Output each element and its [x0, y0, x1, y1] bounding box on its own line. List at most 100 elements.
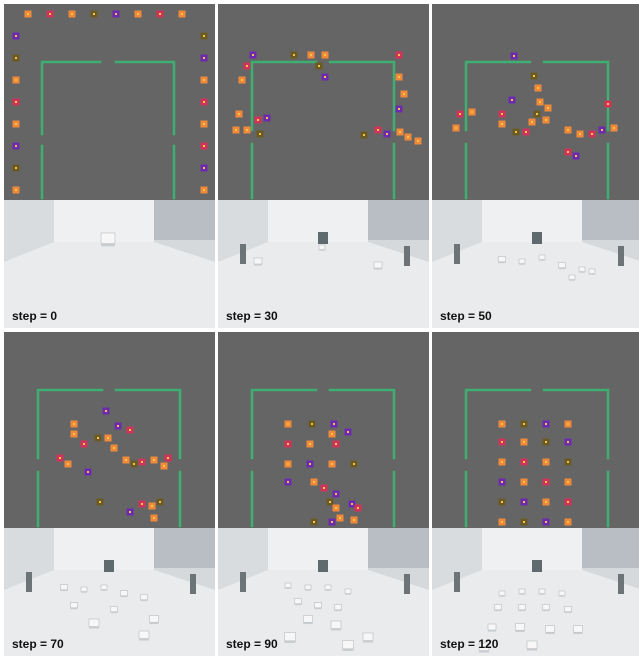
agent-marker	[348, 500, 356, 508]
agent-marker	[350, 460, 358, 468]
agent-marker	[542, 498, 550, 506]
agent-marker	[400, 90, 408, 98]
agent-marker	[156, 498, 164, 506]
agent-markers	[498, 420, 572, 526]
robot-cube	[545, 625, 555, 635]
agent-marker	[354, 504, 362, 512]
agent-marker	[395, 73, 403, 81]
agent-marker	[138, 458, 146, 466]
agent-marker	[243, 62, 251, 70]
agent-marker	[200, 76, 208, 84]
agent-marker	[310, 478, 318, 486]
agent-marker	[520, 458, 528, 466]
agent-marker	[520, 478, 528, 486]
agent-marker	[284, 478, 292, 486]
panel-step-50: step = 50	[432, 4, 639, 328]
agent-marker	[510, 52, 518, 60]
agent-marker	[126, 426, 134, 434]
agent-marker	[290, 51, 298, 59]
agent-marker	[542, 518, 550, 526]
room-scene	[432, 200, 639, 328]
agent-marker	[564, 126, 572, 134]
agent-markers	[232, 51, 422, 145]
room-scene	[4, 528, 215, 656]
agent-marker	[70, 420, 78, 428]
robot-cube	[538, 254, 546, 261]
agent-marker	[328, 460, 336, 468]
agent-markers	[452, 52, 618, 160]
agent-marker	[254, 116, 262, 124]
sim-view	[218, 4, 429, 200]
robot-cubes	[498, 254, 596, 281]
robot-cube	[373, 261, 383, 270]
agent-marker	[383, 130, 391, 138]
agent-marker	[178, 10, 186, 18]
agent-marker	[12, 186, 20, 194]
robot-photo: step = 30	[218, 200, 429, 328]
agent-marker	[306, 440, 314, 448]
agent-marker	[326, 498, 334, 506]
agent-marker	[530, 72, 538, 80]
agent-marker	[68, 10, 76, 18]
wall-outline	[40, 60, 176, 200]
agent-marker	[249, 51, 257, 59]
sim-view	[432, 332, 639, 528]
robot-cube	[362, 632, 374, 643]
panel-step-120: step = 120	[432, 332, 639, 656]
agent-marker	[498, 498, 506, 506]
robot-cube	[518, 588, 526, 595]
sim-view	[4, 332, 215, 528]
robot-cube	[578, 266, 586, 273]
agent-marker	[80, 440, 88, 448]
robot-cube	[494, 604, 502, 612]
robot-cube	[568, 274, 576, 281]
agent-marker	[508, 96, 516, 104]
agent-markers	[12, 10, 208, 194]
robot-cubes	[100, 232, 116, 247]
agent-marker	[542, 420, 550, 428]
agent-marker	[332, 504, 340, 512]
agent-marker	[200, 142, 208, 150]
room-scene	[432, 528, 639, 656]
robot-cubes	[253, 244, 383, 270]
agent-marker	[12, 142, 20, 150]
agent-marker	[12, 164, 20, 172]
agent-marker	[598, 126, 606, 134]
robot-cube	[284, 582, 292, 589]
agent-marker	[456, 110, 464, 118]
robot-cube	[303, 615, 313, 625]
agent-marker	[332, 490, 340, 498]
wall-outline	[464, 60, 610, 200]
robot-cube	[253, 257, 263, 266]
sim-view	[218, 332, 429, 528]
agent-marker	[263, 114, 271, 122]
step-label: step = 30	[226, 309, 278, 323]
robot-cube	[342, 640, 354, 651]
robot-cube	[498, 590, 506, 597]
agent-marker	[200, 98, 208, 106]
robot-photo: step = 70	[4, 528, 215, 656]
wall-outline	[250, 60, 396, 200]
panel-step-0: step = 0	[4, 4, 215, 328]
robot-cube	[573, 625, 583, 635]
agent-marker	[360, 131, 368, 139]
agent-marker	[200, 164, 208, 172]
robot-cube	[314, 602, 322, 610]
agent-marker	[112, 10, 120, 18]
agent-marker	[344, 428, 352, 436]
room-scene	[4, 200, 215, 328]
robot-photo: step = 50	[432, 200, 639, 328]
agent-markers	[56, 407, 172, 522]
agent-marker	[498, 438, 506, 446]
agent-marker	[156, 10, 164, 18]
robot-cube	[324, 584, 332, 591]
agent-marker	[12, 76, 20, 84]
robot-cube	[88, 618, 100, 629]
agent-marker	[122, 456, 130, 464]
agent-marker	[84, 468, 92, 476]
agent-marker	[200, 32, 208, 40]
agent-marker	[94, 434, 102, 442]
agent-marker	[12, 120, 20, 128]
agent-marker	[256, 130, 264, 138]
agent-marker	[150, 514, 158, 522]
